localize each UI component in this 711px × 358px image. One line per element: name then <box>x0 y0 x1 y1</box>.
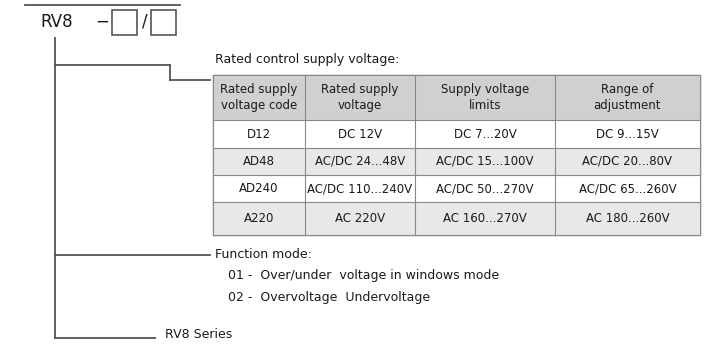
Text: AC/DC 65...260V: AC/DC 65...260V <box>579 182 676 195</box>
Text: Rated control supply voltage:: Rated control supply voltage: <box>215 53 400 67</box>
Text: /: / <box>142 13 148 31</box>
Text: RV8 Series: RV8 Series <box>165 328 232 340</box>
Text: Rated supply
voltage: Rated supply voltage <box>321 83 399 112</box>
Text: DC 12V: DC 12V <box>338 127 382 140</box>
Text: AC/DC 110...240V: AC/DC 110...240V <box>307 182 412 195</box>
Bar <box>213 75 700 235</box>
Text: 02 -  Overvoltage  Undervoltage: 02 - Overvoltage Undervoltage <box>228 291 430 305</box>
Bar <box>213 120 700 148</box>
Text: Supply voltage
limits: Supply voltage limits <box>441 83 529 112</box>
Text: AC/DC 15...100V: AC/DC 15...100V <box>437 155 534 168</box>
Text: A220: A220 <box>244 212 274 225</box>
Text: AD48: AD48 <box>243 155 275 168</box>
Text: DC 7...20V: DC 7...20V <box>454 127 516 140</box>
Bar <box>213 148 700 175</box>
Text: AC/DC 24...48V: AC/DC 24...48V <box>315 155 405 168</box>
Text: Range of
adjustment: Range of adjustment <box>594 83 661 112</box>
Text: AC/DC 50...270V: AC/DC 50...270V <box>437 182 534 195</box>
Text: RV8: RV8 <box>40 13 73 31</box>
Text: AC 220V: AC 220V <box>335 212 385 225</box>
Text: AC 180...260V: AC 180...260V <box>586 212 669 225</box>
Bar <box>151 10 176 35</box>
Text: Rated supply
voltage code: Rated supply voltage code <box>220 83 298 112</box>
Text: −: − <box>95 13 109 31</box>
Text: AC/DC 20...80V: AC/DC 20...80V <box>582 155 673 168</box>
Text: D12: D12 <box>247 127 271 140</box>
Text: Function mode:: Function mode: <box>215 247 312 261</box>
Bar <box>213 75 700 120</box>
Bar <box>213 175 700 202</box>
Bar <box>213 202 700 235</box>
Text: AD240: AD240 <box>239 182 279 195</box>
Bar <box>112 10 137 35</box>
Text: 01 -  Over/under  voltage in windows mode: 01 - Over/under voltage in windows mode <box>228 270 499 282</box>
Text: DC 9...15V: DC 9...15V <box>596 127 659 140</box>
Text: AC 160...270V: AC 160...270V <box>443 212 527 225</box>
